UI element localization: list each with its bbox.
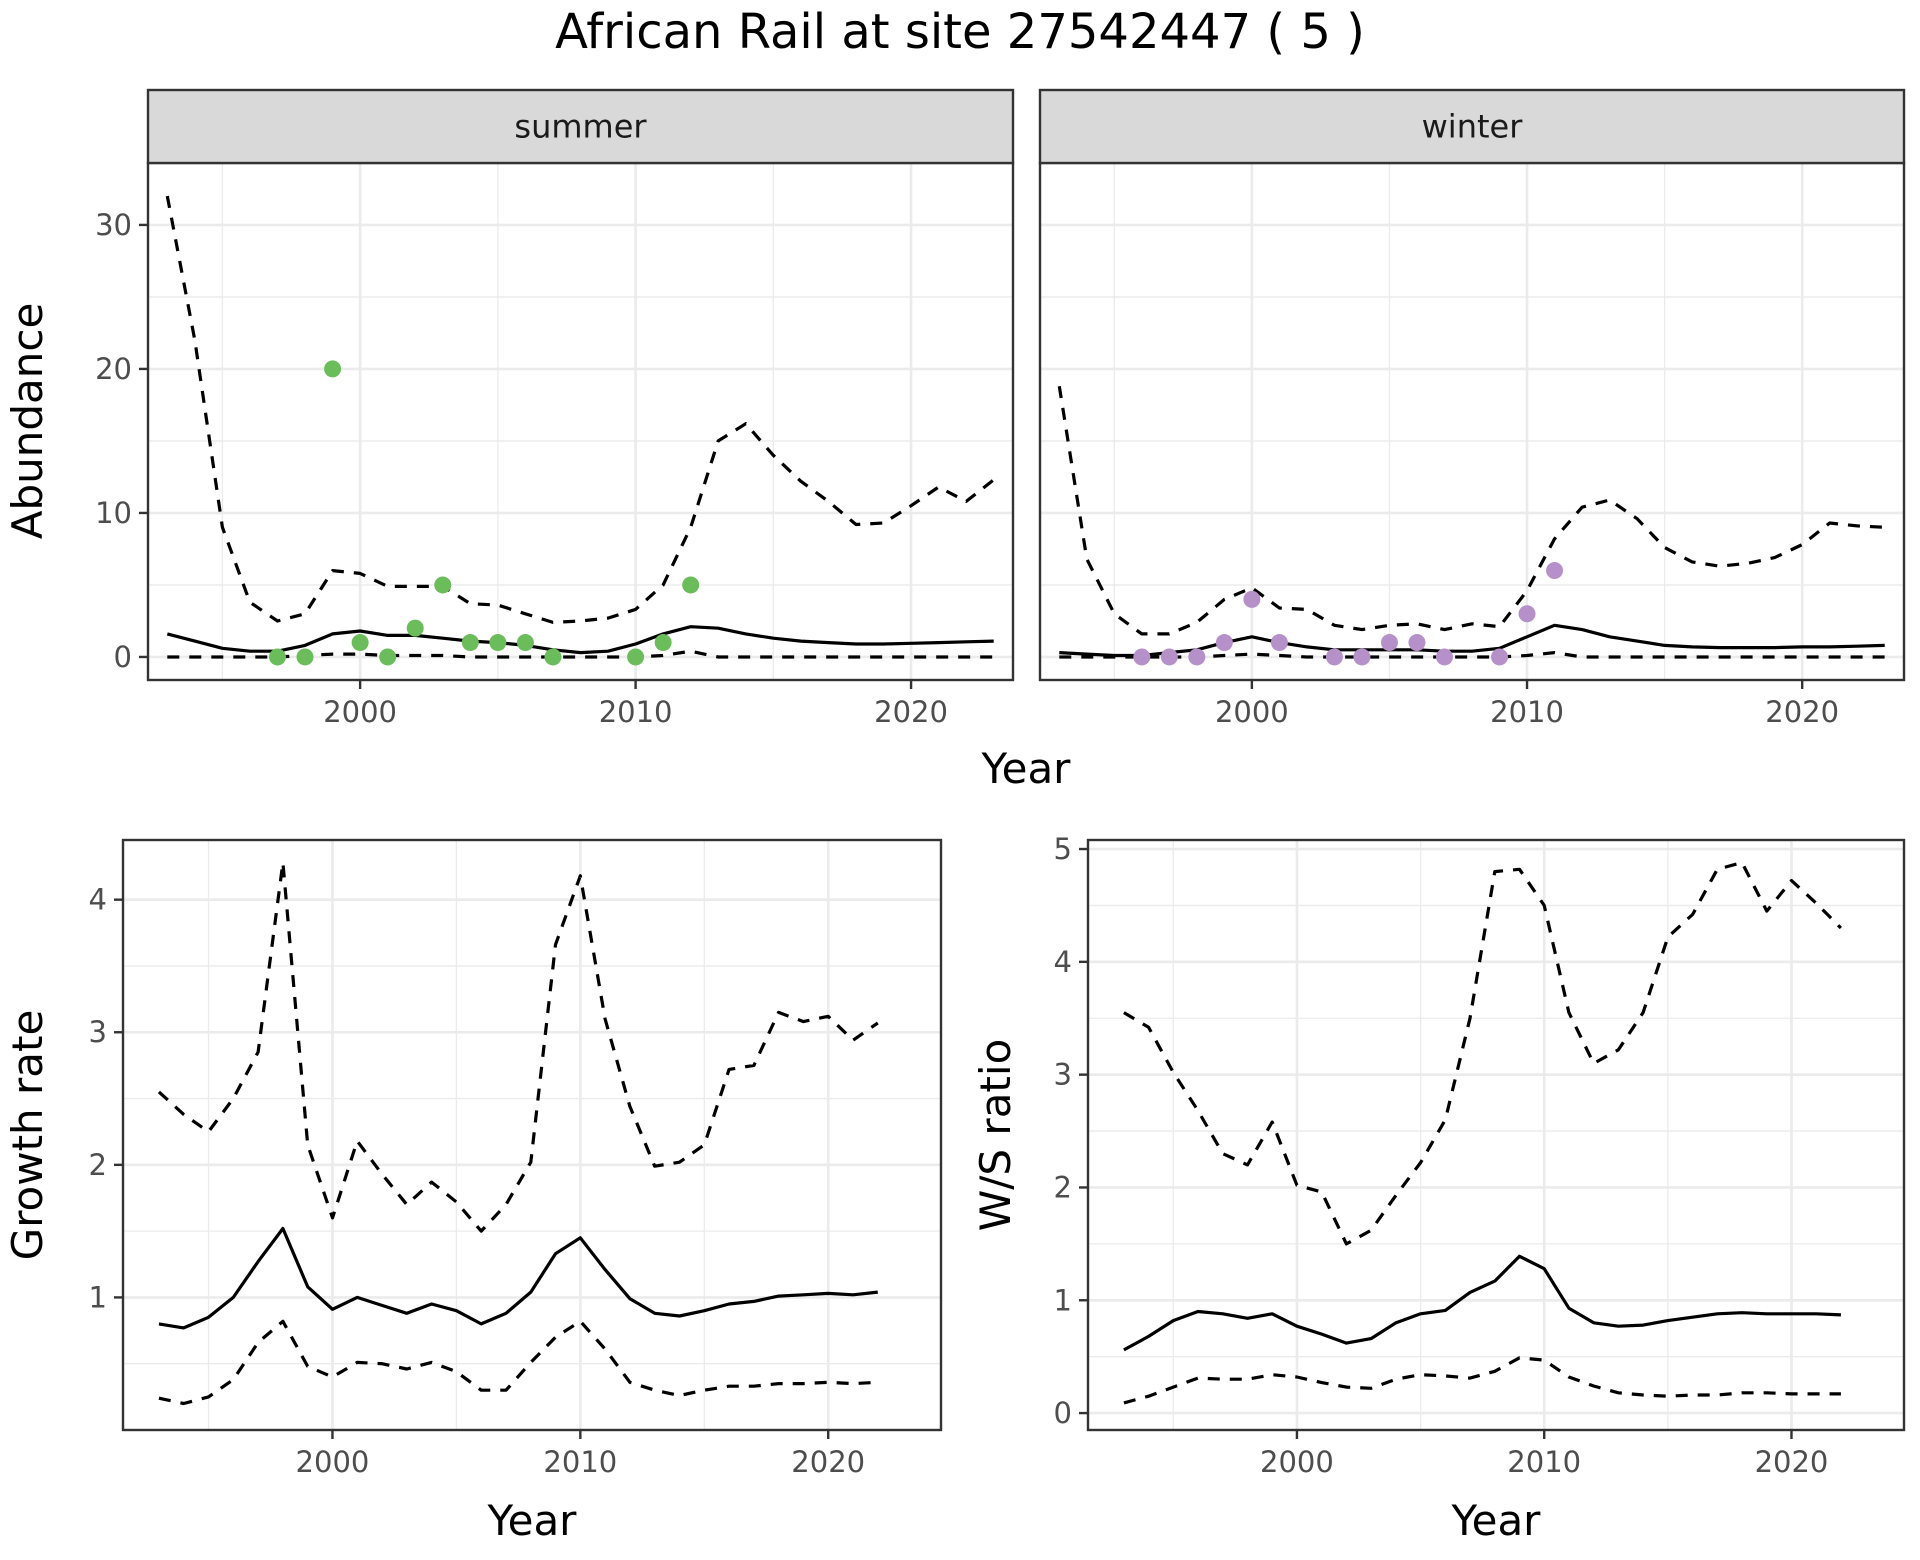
series-lower-line: [1123, 1356, 1841, 1405]
x-tick-label: 2010: [1507, 1445, 1581, 1479]
data-point: [379, 648, 397, 666]
data-point: [1243, 590, 1261, 608]
x-axis-title-shared: Year: [981, 744, 1072, 793]
data-point: [1546, 562, 1564, 580]
series-upper-line: [157, 860, 879, 1233]
data-point: [627, 648, 645, 666]
x-tick-label: 2000: [296, 1445, 370, 1479]
facet-strip-label: summer: [514, 108, 647, 146]
x-axis-title: Year: [487, 1496, 578, 1545]
data-point: [1353, 648, 1371, 666]
x-tick-label: 2020: [874, 695, 948, 729]
panel-abundance-winter: winter 2000 2010 2020: [1038, 88, 1906, 729]
y-tick-label: 30: [95, 208, 132, 242]
y-tick-label: 4: [1054, 945, 1072, 979]
y-tick-label: 3: [1054, 1058, 1072, 1092]
data-point: [324, 360, 342, 378]
data-point: [682, 576, 700, 594]
x-axis-title: Year: [1451, 1496, 1542, 1545]
data-point: [1408, 634, 1426, 652]
data-point: [516, 634, 534, 652]
facet-strip: [1038, 88, 1906, 165]
facet-strip: [146, 88, 1015, 165]
x-tick-label: 2010: [543, 1445, 617, 1479]
data-point: [654, 634, 672, 652]
data-point: [1380, 634, 1398, 652]
panel-background: [148, 163, 1013, 680]
data-point: [489, 634, 507, 652]
x-tick-label: 2020: [1765, 695, 1839, 729]
y-axis-title: Growth rate: [3, 1010, 52, 1261]
data-point: [268, 648, 286, 666]
data-point: [1491, 648, 1509, 666]
data-point: [1518, 605, 1536, 623]
x-tick-label: 2000: [1260, 1445, 1334, 1479]
panel-border: [1086, 838, 1906, 1432]
y-axis-title: W/S ratio: [971, 1039, 1020, 1232]
data-point: [461, 634, 479, 652]
panel-background: [123, 840, 941, 1430]
y-tick-label: 0: [114, 640, 132, 674]
series-mean-line: [158, 1226, 878, 1330]
panel-border: [121, 838, 943, 1432]
y-tick-label: 2: [1054, 1170, 1072, 1204]
panel-background: [1088, 840, 1904, 1430]
x-tick-label: 2010: [599, 695, 673, 729]
y-tick-label: 5: [1054, 832, 1072, 866]
x-tick-label: 2020: [791, 1445, 865, 1479]
series-lower-line: [158, 1319, 878, 1406]
panel-ws-ratio: 2000 2010 2020 0 1 2 3 4 5 Year W/S ratio: [971, 832, 1906, 1545]
x-tick-label: 2000: [323, 695, 397, 729]
data-point: [351, 634, 369, 652]
series-upper-line: [1057, 385, 1885, 636]
data-point: [1435, 648, 1453, 666]
y-tick-label: 10: [95, 496, 132, 530]
data-point: [1325, 648, 1343, 666]
panel-abundance-summer: summer 2000 2010 2020 0 10 20 30 Abundance: [3, 88, 1015, 729]
facet-strip-label: winter: [1422, 108, 1524, 146]
data-point: [296, 648, 314, 666]
y-tick-label: 0: [1054, 1396, 1072, 1430]
y-tick-label: 1: [1054, 1283, 1072, 1317]
y-tick-label: 4: [89, 883, 107, 917]
series-mean-line: [166, 625, 994, 655]
data-point: [434, 576, 452, 594]
x-tick-label: 2010: [1490, 695, 1564, 729]
panel-background: [1040, 163, 1904, 680]
y-tick-label: 2: [89, 1148, 107, 1182]
data-point: [544, 648, 562, 666]
data-point: [1188, 648, 1206, 666]
y-axis-title: Abundance: [3, 303, 52, 540]
chart-title: African Rail at site 27542447 ( 5 ): [555, 4, 1365, 60]
series-upper-line: [165, 195, 995, 624]
data-point: [406, 619, 424, 637]
data-point: [1160, 648, 1178, 666]
y-tick-label: 20: [95, 352, 132, 386]
data-point: [1215, 634, 1233, 652]
y-tick-label: 3: [89, 1015, 107, 1049]
x-tick-label: 2020: [1755, 1445, 1829, 1479]
data-point: [1270, 634, 1288, 652]
series-mean-line: [1123, 1254, 1841, 1352]
x-tick-label: 2000: [1215, 695, 1289, 729]
panel-growth-rate: 2000 2010 2020 1 2 3 4 Year Growth rate: [3, 838, 943, 1545]
data-point: [1133, 648, 1151, 666]
y-tick-label: 1: [89, 1280, 107, 1314]
